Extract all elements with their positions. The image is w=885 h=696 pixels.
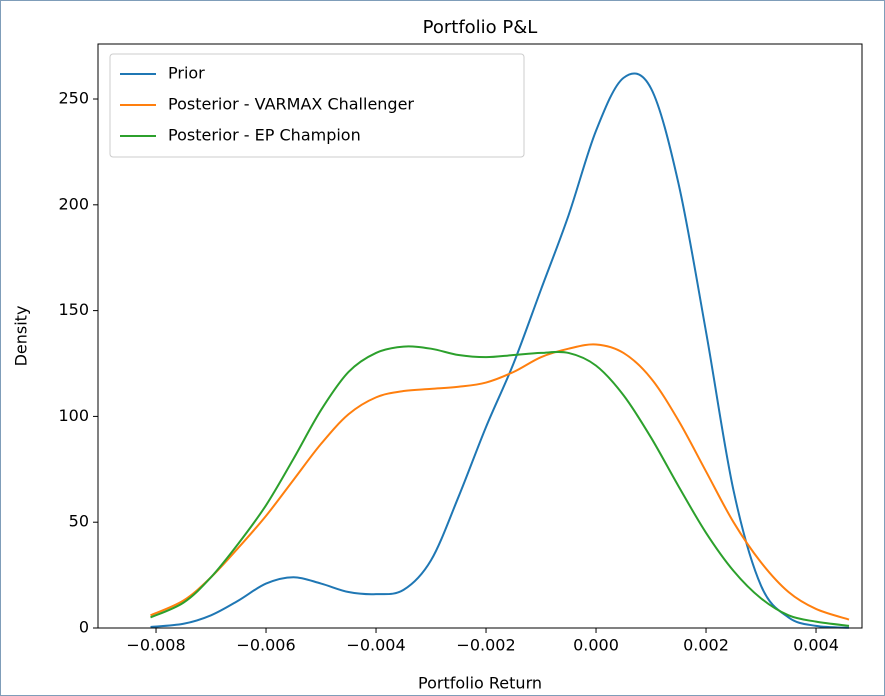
legend-label: Prior xyxy=(168,64,205,83)
y-tick-label: 0 xyxy=(79,618,89,637)
chart-title: Portfolio P&L xyxy=(423,17,538,38)
x-tick-label: −0.004 xyxy=(346,636,405,655)
y-tick-label: 200 xyxy=(58,194,89,213)
y-tick-label: 50 xyxy=(69,512,89,531)
x-tick-label: 0.002 xyxy=(683,636,729,655)
legend-box xyxy=(109,53,525,158)
legend-label: Posterior - EP Champion xyxy=(168,126,361,145)
y-axis-label: Density xyxy=(12,306,31,367)
line-series xyxy=(150,72,850,629)
legend-label: Posterior - VARMAX Challenger xyxy=(168,95,414,114)
line-series xyxy=(150,345,850,627)
x-tick-label: −0.008 xyxy=(126,636,185,655)
plot-frame xyxy=(97,43,863,629)
y-tick-label: 250 xyxy=(58,89,89,108)
x-tick-label: 0.004 xyxy=(793,636,839,655)
x-tick-label: 0.000 xyxy=(573,636,619,655)
y-tick-label: 100 xyxy=(58,406,89,425)
x-tick-label: −0.006 xyxy=(236,636,295,655)
line-series xyxy=(150,343,850,621)
y-tick-label: 150 xyxy=(58,300,89,319)
x-axis-label: Portfolio Return xyxy=(418,674,542,693)
x-tick-label: −0.002 xyxy=(456,636,515,655)
